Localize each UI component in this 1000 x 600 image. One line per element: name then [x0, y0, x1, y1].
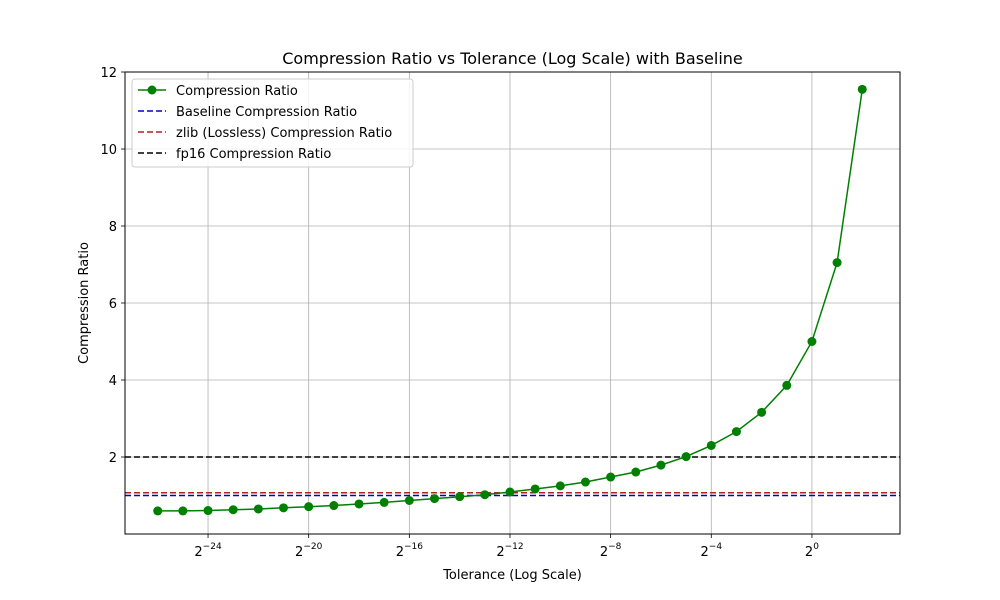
data-point: [304, 502, 314, 512]
data-point: [782, 380, 792, 390]
legend: Compression Ratio Baseline Compression Ra…: [131, 78, 414, 168]
legend-label: Compression Ratio: [176, 84, 298, 99]
data-point: [555, 481, 565, 491]
data-point: [178, 506, 188, 516]
data-point: [455, 492, 465, 502]
data-point: [404, 496, 414, 506]
data-point: [857, 84, 867, 94]
y-tick-label: 10: [100, 143, 117, 158]
data-point: [379, 497, 389, 507]
data-point: [606, 472, 616, 482]
x-axis-ticks: 2−24 2−20 2−16 2−12 2−8 2−4 20: [194, 534, 819, 560]
data-point: [530, 484, 540, 494]
y-tick-label: 2: [109, 451, 117, 466]
legend-label: Baseline Compression Ratio: [176, 105, 357, 120]
y-tick-label: 6: [109, 297, 117, 312]
y-tick-label: 12: [100, 66, 117, 81]
data-point: [731, 427, 741, 437]
y-tick-label: 8: [109, 220, 117, 235]
data-point: [329, 501, 339, 511]
legend-label: zlib (Lossless) Compression Ratio: [176, 126, 392, 141]
y-axis-label: Compression Ratio: [77, 242, 92, 364]
y-tick-label: 4: [109, 374, 117, 389]
compression-ratio-series: [153, 84, 867, 516]
x-tick-label: 2−8: [600, 542, 622, 560]
data-point: [631, 467, 641, 477]
data-point: [153, 506, 163, 516]
legend-label: fp16 Compression Ratio: [176, 147, 331, 162]
data-point: [429, 494, 439, 504]
data-point: [228, 505, 238, 515]
data-point: [279, 503, 289, 513]
x-tick-label: 2−16: [396, 542, 424, 560]
x-tick-label: 2−20: [295, 542, 323, 560]
data-point: [505, 487, 515, 497]
data-point: [656, 460, 666, 470]
x-axis-label: Tolerance (Log Scale): [442, 568, 582, 583]
x-tick-label: 20: [805, 542, 819, 560]
data-point: [203, 506, 213, 516]
data-point: [253, 504, 263, 514]
data-point: [706, 440, 716, 450]
y-axis-ticks: 2 4 6 8 10 12: [100, 66, 125, 466]
data-point: [681, 452, 691, 462]
data-point: [354, 499, 364, 509]
legend-marker: [147, 85, 157, 95]
data-point: [757, 407, 767, 417]
chart-title: Compression Ratio vs Tolerance (Log Scal…: [282, 49, 743, 68]
x-tick-label: 2−24: [194, 542, 222, 560]
data-point: [807, 337, 817, 346]
x-tick-label: 2−4: [701, 542, 723, 560]
data-point: [580, 477, 590, 487]
x-tick-label: 2−12: [496, 542, 523, 560]
data-point: [480, 490, 490, 500]
data-point: [832, 258, 842, 268]
legend-box: [131, 78, 414, 168]
